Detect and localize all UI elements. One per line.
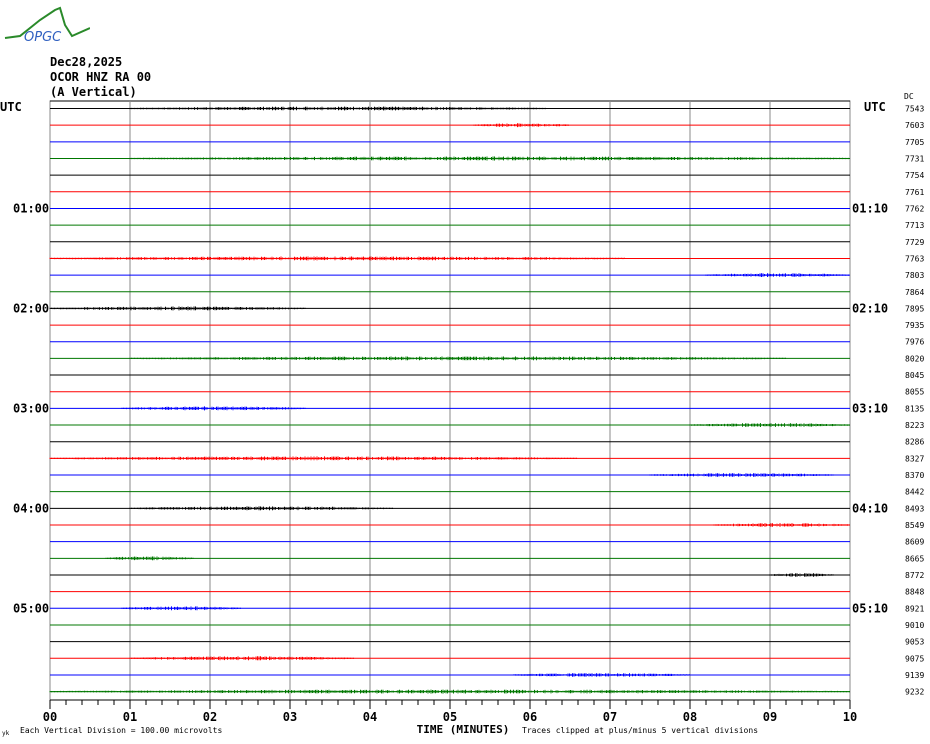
dc-offset-label: 9139: [905, 671, 924, 680]
dc-offset-label: 7705: [905, 138, 924, 147]
dc-offset-label: 9075: [905, 654, 924, 663]
seismic-activity: [129, 356, 786, 361]
x-tick-label: 05: [443, 710, 457, 724]
dc-offset-label: 8223: [905, 421, 924, 430]
seismic-activity: [473, 123, 569, 128]
logo-text: OPGC: [24, 30, 62, 45]
dc-offset-label: 8135: [905, 404, 924, 413]
left-hour-label: 05:00: [13, 601, 49, 615]
dc-offset-label: 7935: [905, 321, 924, 330]
seismic-activity: [49, 256, 625, 261]
scale-note: Each Vertical Division = 100.00 microvol…: [20, 726, 222, 735]
dc-offset-label: 9232: [905, 688, 924, 697]
seismic-activity: [769, 573, 834, 577]
left-hour-label: 01:00: [13, 201, 49, 215]
dc-offset-label: 8549: [905, 521, 924, 530]
dc-offset-label: 7762: [905, 204, 924, 213]
seismic-activity: [713, 523, 850, 527]
right-hour-label: 04:10: [852, 501, 888, 515]
dc-offset-label: 8848: [905, 588, 924, 597]
dc-offset-label: 9010: [905, 621, 924, 630]
seismic-activity: [105, 556, 194, 561]
dc-offset-label: 8493: [905, 504, 924, 513]
dc-offset-label: 8055: [905, 388, 924, 397]
clip-note: Traces clipped at plus/minus 5 vertical …: [522, 726, 758, 735]
dc-offset-label: 7713: [905, 221, 924, 230]
dc-offset-label: 8370: [905, 471, 924, 480]
dc-offset-label: 8609: [905, 538, 924, 547]
dc-offset-label: 8665: [905, 554, 924, 563]
x-tick-label: 10: [843, 710, 857, 724]
component-label: (A Vertical): [50, 85, 137, 99]
seismic-activity: [129, 656, 354, 661]
seismic-activity: [705, 273, 849, 277]
dc-offset-label: 7729: [905, 238, 924, 247]
right-hour-label: 03:10: [852, 401, 888, 415]
dc-offset-label: 8442: [905, 488, 924, 497]
left-hour-label: 02:00: [13, 301, 49, 315]
x-tick-label: 02: [203, 710, 217, 724]
seismic-activity: [121, 606, 241, 611]
x-tick-label: 07: [603, 710, 617, 724]
right-hour-label: 02:10: [852, 301, 888, 315]
dc-offset-label: 8327: [905, 454, 924, 463]
seismic-activity: [49, 306, 306, 311]
dc-offset-label: 7763: [905, 254, 924, 263]
dc-offset-label: 9053: [905, 638, 924, 647]
station-label: OCOR HNZ RA 00: [50, 70, 152, 84]
dc-offset-label: 7761: [905, 188, 924, 197]
left-axis-title: UTC: [0, 100, 22, 114]
left-hour-label: 03:00: [13, 401, 49, 415]
seismic-activity: [129, 156, 849, 161]
right-hour-label: 01:10: [852, 201, 888, 215]
dc-offset-label: 7803: [905, 271, 924, 280]
corner-mark: yk: [2, 730, 10, 737]
x-tick-label: 00: [43, 710, 57, 724]
dc-offset-label: 7731: [905, 154, 924, 163]
x-axis-label: TIME (MINUTES): [417, 723, 510, 736]
x-tick-label: 09: [763, 710, 777, 724]
seismic-activity: [121, 406, 306, 411]
dc-offset-label: 8020: [905, 354, 924, 363]
right-axis-title: UTC: [864, 100, 886, 114]
seismic-activity: [689, 423, 850, 427]
seismic-activity: [649, 473, 834, 477]
dc-offset-label: 7754: [905, 171, 924, 180]
dc-offset-label: 8045: [905, 371, 924, 380]
dc-offset-label: 7976: [905, 338, 924, 347]
x-tick-label: 03: [283, 710, 297, 724]
dc-column-title: DC: [904, 92, 914, 101]
right-hour-label: 05:10: [852, 601, 888, 615]
seismic-activity: [129, 506, 393, 511]
dc-offset-label: 7864: [905, 288, 924, 297]
dc-offset-label: 8921: [905, 604, 924, 613]
dc-offset-label: 7895: [905, 304, 924, 313]
seismic-activity: [49, 456, 577, 461]
x-tick-label: 01: [123, 710, 137, 724]
dc-offset-label: 8772: [905, 571, 924, 580]
dc-offset-label: 8286: [905, 438, 924, 447]
seismic-activity: [513, 673, 690, 677]
dc-offset-label: 7543: [905, 105, 924, 114]
seismic-activity: [129, 106, 546, 111]
seismic-activity: [49, 689, 850, 694]
x-tick-label: 08: [683, 710, 697, 724]
dc-offset-label: 7603: [905, 121, 924, 130]
date-label: Dec28,2025: [50, 55, 123, 69]
x-tick-label: 04: [363, 710, 377, 724]
x-tick-label: 06: [523, 710, 537, 724]
opgc-logo: OPGC: [4, 6, 90, 45]
left-hour-label: 04:00: [13, 501, 49, 515]
